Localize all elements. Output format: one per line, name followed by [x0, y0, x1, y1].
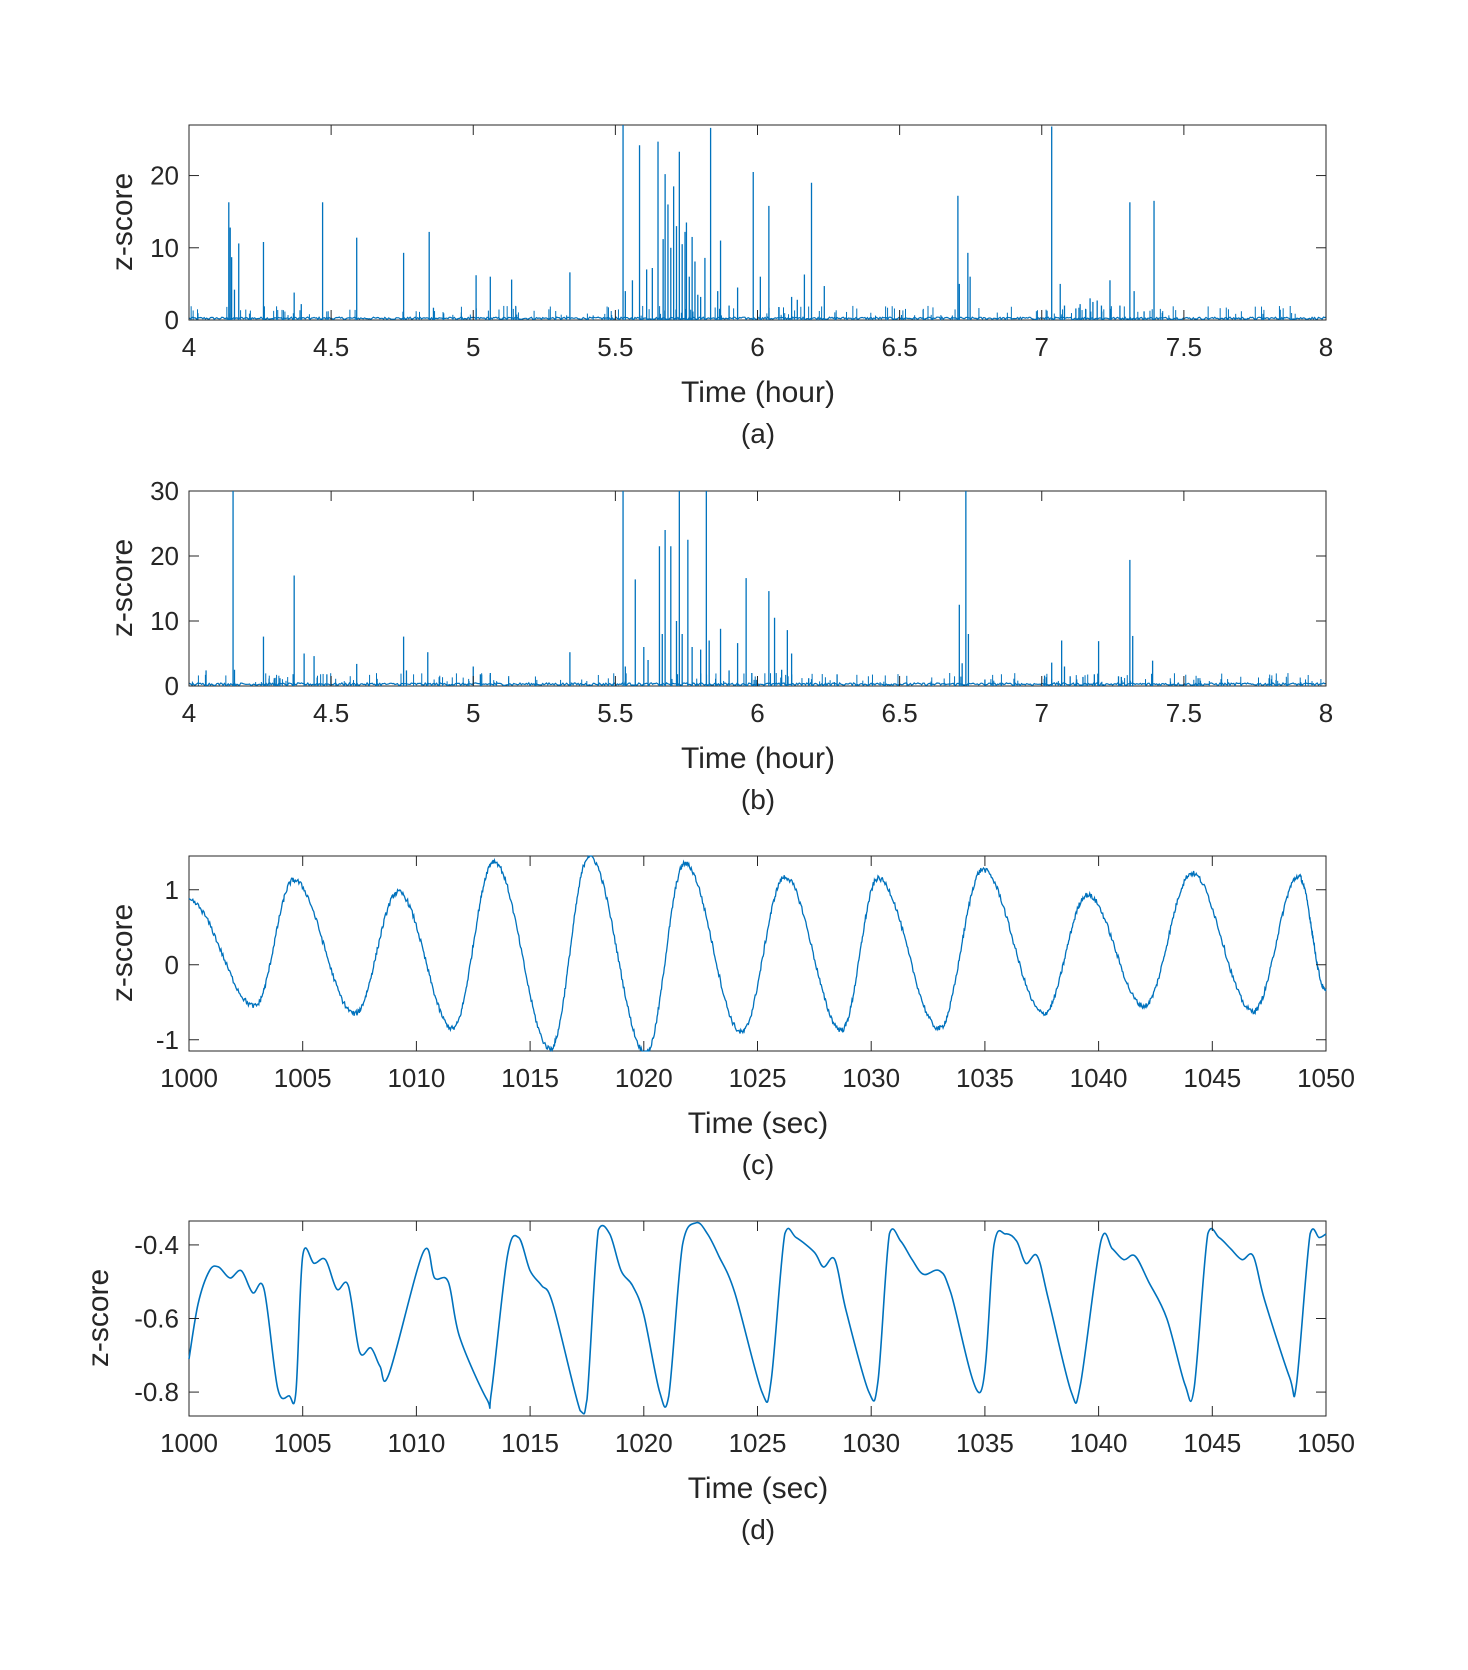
- series-line: [188, 1221, 1327, 1415]
- panel-d-plot: [188, 1221, 1327, 1415]
- x-tick-label: 1040: [1070, 1428, 1128, 1458]
- panel-c-ticks: 1000 1005 1010 1015 1020 1025 1030 1035 1040 1045…: [156, 856, 1355, 1093]
- y-tick-label: -0.4: [134, 1230, 179, 1260]
- panel-d: 1000 1005 1010 1015 1020 1025 1030 1035 1040 1045…: [82, 1220, 1355, 1545]
- x-tick-label: 1045: [1183, 1428, 1241, 1458]
- x-tick-label: 8: [1319, 698, 1333, 728]
- x-tick-label: 1000: [160, 1063, 218, 1093]
- x-tick-label: 1020: [615, 1063, 673, 1093]
- x-tick-label: 1015: [501, 1428, 559, 1458]
- x-tick-label: 7.5: [1166, 698, 1202, 728]
- panel-b-ylabel: z-score: [106, 539, 139, 637]
- x-tick-label: 8: [1319, 332, 1333, 362]
- panel-c-ylabel: z-score: [106, 904, 139, 1002]
- x-tick-label: 5.5: [597, 698, 633, 728]
- x-tick-label: 1015: [501, 1063, 559, 1093]
- x-tick-label: 1050: [1297, 1428, 1355, 1458]
- x-tick-label: 4.5: [313, 332, 349, 362]
- panel-b-caption: (b): [741, 784, 775, 815]
- panel-d-ylabel: z-score: [82, 1269, 115, 1367]
- y-tick-label: 0: [165, 671, 179, 701]
- panel-a-axes-box: [188, 124, 1327, 321]
- panel-a-ticks: 4 4.5 5 5.5 6 6.5 7 7.5 8 0 10 20: [150, 125, 1333, 362]
- x-tick-label: 6: [750, 698, 764, 728]
- panel-a-plot: [188, 125, 1327, 321]
- y-tick-label: 0: [165, 950, 179, 980]
- x-tick-label: 7.5: [1166, 332, 1202, 362]
- panel-a: 4 4.5 5 5.5 6 6.5 7 7.5 8 0 10 20 Time (hour) z-sco…: [106, 124, 1333, 449]
- y-tick-label: 20: [150, 161, 179, 191]
- panel-c-axes-box: [188, 855, 1327, 1052]
- x-tick-label: 1020: [615, 1428, 673, 1458]
- x-tick-label: 6: [750, 332, 764, 362]
- x-tick-label: 6.5: [882, 698, 918, 728]
- y-tick-label: 1: [165, 875, 179, 905]
- y-tick-label: 0: [165, 305, 179, 335]
- x-tick-label: 5: [466, 698, 480, 728]
- x-tick-label: 1050: [1297, 1063, 1355, 1093]
- x-tick-label: 1035: [956, 1063, 1014, 1093]
- panel-d-xlabel: Time (sec): [688, 1472, 829, 1505]
- panel-d-caption: (d): [741, 1514, 775, 1545]
- x-tick-label: 4: [182, 698, 196, 728]
- y-tick-label: 10: [150, 606, 179, 636]
- x-tick-label: 1030: [842, 1063, 900, 1093]
- x-tick-label: 6.5: [882, 332, 918, 362]
- x-tick-label: 1025: [729, 1063, 787, 1093]
- panel-c: 1000 1005 1010 1015 1020 1025 1030 1035 1040 1045…: [106, 855, 1355, 1180]
- x-tick-label: 1040: [1070, 1063, 1128, 1093]
- y-tick-label: 20: [150, 541, 179, 571]
- y-tick-label: 10: [150, 233, 179, 263]
- panel-b-ticks: 4 4.5 5 5.5 6 6.5 7 7.5 8 0 10 20 30: [150, 476, 1333, 728]
- x-tick-label: 7: [1035, 332, 1049, 362]
- x-tick-label: 7: [1035, 698, 1049, 728]
- panel-a-ylabel: z-score: [106, 173, 139, 271]
- y-tick-label: -1: [156, 1025, 179, 1055]
- y-tick-label: 30: [150, 476, 179, 506]
- x-tick-label: 1045: [1183, 1063, 1241, 1093]
- x-tick-label: 4.5: [313, 698, 349, 728]
- x-tick-label: 1010: [387, 1063, 445, 1093]
- panel-a-xlabel: Time (hour): [681, 376, 835, 409]
- panel-a-caption: (a): [741, 418, 775, 449]
- panel-d-ticks: 1000 1005 1010 1015 1020 1025 1030 1035 1040 1045…: [134, 1221, 1355, 1458]
- panel-d-axes-box: [188, 1220, 1327, 1417]
- panel-c-plot: [188, 855, 1327, 1053]
- x-tick-label: 4: [182, 332, 196, 362]
- y-tick-label: -0.8: [134, 1377, 179, 1407]
- series-line: [188, 855, 1327, 1053]
- panel-c-caption: (c): [742, 1149, 775, 1180]
- x-tick-label: 1030: [842, 1428, 900, 1458]
- x-tick-label: 1010: [387, 1428, 445, 1458]
- panel-b-xlabel: Time (hour): [681, 742, 835, 775]
- x-tick-label: 1035: [956, 1428, 1014, 1458]
- x-tick-label: 1000: [160, 1428, 218, 1458]
- x-tick-label: 5: [466, 332, 480, 362]
- y-tick-label: -0.6: [134, 1304, 179, 1334]
- panel-c-xlabel: Time (sec): [688, 1107, 829, 1140]
- panel-b-axes-box: [188, 490, 1327, 687]
- x-tick-label: 1025: [729, 1428, 787, 1458]
- x-tick-label: 5.5: [597, 332, 633, 362]
- x-tick-label: 1005: [274, 1063, 332, 1093]
- panel-b: 4 4.5 5 5.5 6 6.5 7 7.5 8 0 10 20 30 Time (hour) z-s…: [106, 476, 1333, 815]
- x-tick-label: 1005: [274, 1428, 332, 1458]
